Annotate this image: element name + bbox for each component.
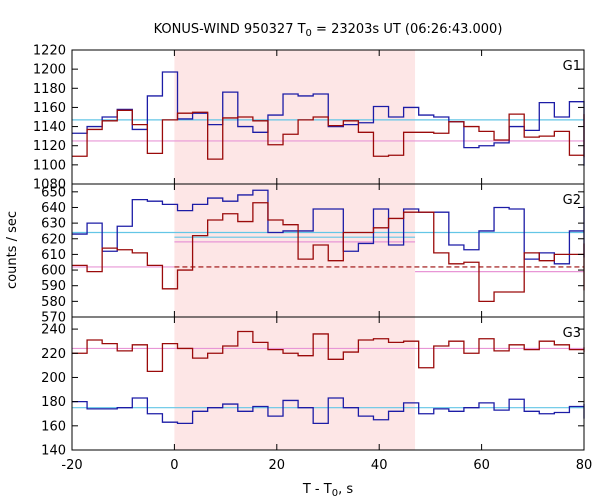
series-red-g3: [72, 330, 585, 373]
x-axis-label-rest: , s: [338, 482, 353, 497]
series-blue-g3: [72, 397, 585, 425]
y-tick-label: 1180: [33, 82, 66, 97]
y-tick-label: 140: [41, 444, 66, 459]
panel-label: G1: [563, 59, 581, 74]
y-tick-label: 1100: [33, 158, 66, 173]
x-tick-label: 40: [371, 458, 388, 473]
x-axis-label-sub: 0: [332, 488, 338, 499]
y-tick-label: 1160: [33, 101, 66, 116]
panel-g3: 140 160 180 200 220 240 G3: [41, 316, 585, 459]
panel-label: G2: [563, 193, 581, 208]
chart-title: KONUS-WIND 950327 T0 = 23203s UT (06:26:…: [154, 22, 503, 39]
panel-frame: [71, 316, 585, 451]
y-tick-label: 600: [41, 264, 66, 279]
y-tick-label: 220: [41, 347, 66, 362]
x-tick-label: -20: [61, 458, 82, 473]
x-tick-label: 20: [269, 458, 286, 473]
y-tick-label: 630: [41, 217, 66, 232]
series-blue-g2: [72, 189, 585, 265]
panel-g1: 1080 1100 1120 1140 1160 1180 1200 1220 G1: [33, 44, 585, 193]
y-tick-label: 160: [41, 419, 66, 434]
shaded-interval: [174, 317, 416, 450]
y-tick-label: 1200: [33, 63, 66, 78]
x-tick-label: 0: [170, 458, 178, 473]
chart-title-main: KONUS-WIND 950327 T: [154, 22, 306, 37]
y-tick-label: 1140: [33, 120, 66, 135]
y-tick-label: 620: [41, 232, 66, 247]
y-tick-label: 610: [41, 248, 66, 263]
y-tick-label: 580: [41, 295, 66, 310]
y-tick-label: 570: [41, 311, 66, 326]
x-tick-label: 80: [576, 458, 593, 473]
y-tick-label: 1080: [33, 178, 66, 193]
panel-label: G3: [563, 326, 581, 341]
y-tick-label: 200: [41, 371, 66, 386]
x-tick-label: 60: [473, 458, 490, 473]
y-tick-label: 240: [41, 323, 66, 338]
y-tick-label: 1220: [33, 44, 66, 59]
series-red-g1: [72, 109, 585, 160]
x-axis-label: T - T0, s: [302, 482, 353, 499]
y-tick-label: 590: [41, 279, 66, 294]
y-axis-label: counts / sec: [5, 211, 20, 289]
y-tick-label: 650: [41, 185, 66, 200]
series-red-g2: [72, 202, 585, 303]
shaded-interval: [174, 184, 416, 317]
shaded-interval: [174, 50, 416, 184]
panels-group: 1080 1100 1120 1140 1160 1180 1200 1220 G1 570580…: [33, 44, 592, 474]
y-tick-label: 180: [41, 395, 66, 410]
y-tick-label: 640: [41, 201, 66, 216]
x-axis-label-main: T - T: [302, 482, 332, 497]
y-tick-label: 1120: [33, 139, 66, 154]
chart-title-rest: = 23203s UT (06:26:43.000): [312, 22, 502, 37]
chart-title-sub: 0: [306, 28, 312, 39]
